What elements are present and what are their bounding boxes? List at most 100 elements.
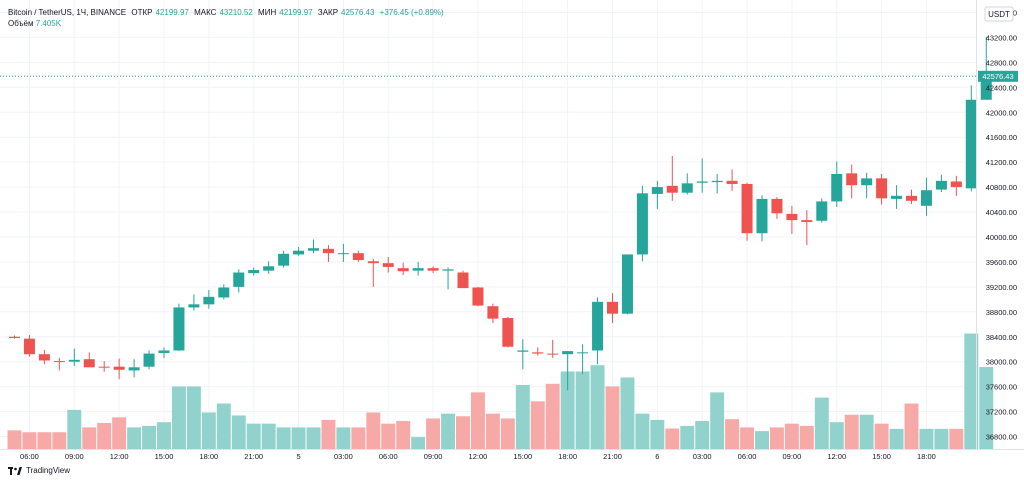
- tradingview-logo[interactable]: TradingView: [8, 466, 70, 475]
- candle-body: [412, 268, 424, 271]
- volume-bar: [620, 377, 635, 449]
- volume-bar: [201, 412, 216, 449]
- volume-bar: [37, 432, 52, 449]
- y-tick-label: 40800.00: [986, 183, 1017, 192]
- candle-body: [143, 353, 155, 367]
- volume-bar: [874, 423, 889, 449]
- candle-body: [846, 173, 858, 186]
- candle-body: [577, 352, 589, 354]
- close-value: 42576.43: [341, 8, 375, 17]
- volume-legend: Объём 7.405K: [8, 19, 61, 28]
- x-tick-label: 6: [655, 452, 659, 461]
- currency-label: USDT: [988, 10, 1010, 19]
- volume-bar: [545, 383, 560, 449]
- volume-bar: [336, 427, 351, 449]
- time-axis[interactable]: 06:00 09:00 12:00 15:00 18:00 21:00 5 03:00 06:0…: [20, 452, 936, 461]
- volume-bar: [934, 428, 949, 449]
- volume-bar: [799, 425, 814, 449]
- candle-body: [233, 272, 245, 287]
- volume-bar: [859, 414, 874, 449]
- volume-bar: [351, 427, 366, 449]
- volume-bar: [844, 414, 859, 449]
- y-tick-label: 36800.00: [986, 433, 1017, 442]
- volume-bar: [500, 418, 515, 449]
- y-tick-label: 40400.00: [986, 208, 1017, 217]
- volume-bar: [261, 423, 276, 449]
- candle-body: [83, 359, 95, 368]
- volume-bar: [470, 392, 485, 449]
- volume-bar: [829, 422, 844, 449]
- volume-bar: [52, 432, 67, 449]
- chart-grid: [0, 0, 976, 449]
- volume-bar: [82, 427, 97, 449]
- low-value: 42199.97: [279, 8, 313, 17]
- candle-body: [442, 269, 454, 271]
- volume-bar: [216, 403, 231, 449]
- volume-bar: [456, 416, 470, 449]
- candle-body: [935, 180, 947, 190]
- candle-body: [382, 263, 394, 267]
- volume-bar: [381, 423, 396, 449]
- volume-bars: [7, 333, 994, 449]
- candle-body: [397, 268, 409, 272]
- y-tick-label: 42400.00: [986, 83, 1017, 92]
- x-tick-label: 15:00: [513, 452, 532, 461]
- candle-body: [352, 253, 364, 261]
- candle-body: [367, 261, 379, 264]
- candle-body: [158, 350, 170, 353]
- volume-bar: [784, 423, 799, 449]
- volume-bar: [127, 427, 142, 449]
- x-tick-label: 03:00: [693, 452, 712, 461]
- candle-body: [9, 336, 20, 338]
- open-value: 42199.97: [155, 8, 189, 17]
- candle-body: [950, 181, 962, 188]
- candle-body: [636, 193, 648, 255]
- last-price-tag: 42576.43: [978, 70, 1018, 82]
- x-tick-label: 15:00: [872, 452, 891, 461]
- candle-body: [666, 185, 678, 193]
- candle-body: [801, 220, 813, 223]
- change-value: +376.45 (+0.89%): [379, 8, 444, 17]
- volume-bar: [680, 425, 695, 449]
- x-tick-label: 09:00: [783, 452, 802, 461]
- candle-body: [906, 195, 917, 201]
- volume-bar: [97, 422, 112, 449]
- price-axis[interactable]: 43600.0043200.0042800.0042400.0042000.00…: [986, 8, 1017, 441]
- y-tick-label: 38400.00: [986, 333, 1017, 342]
- high-label: МАКС: [194, 8, 217, 17]
- currency-badge[interactable]: USDT: [984, 6, 1014, 22]
- x-tick-label: 21:00: [603, 452, 622, 461]
- volume-bar: [321, 419, 336, 449]
- volume-bar: [186, 386, 201, 449]
- candle-body: [681, 183, 693, 193]
- y-tick-label: 41200.00: [986, 158, 1017, 167]
- x-tick-label: 06:00: [379, 452, 398, 461]
- candle-body: [23, 338, 35, 355]
- candle-body: [293, 250, 305, 255]
- candle-body: [472, 287, 484, 306]
- close-label: ЗАКР: [317, 8, 339, 17]
- volume-bar: [889, 428, 904, 449]
- x-tick-label: 18:00: [917, 452, 936, 461]
- volume-bar: [949, 428, 964, 449]
- x-tick-label: 21:00: [244, 452, 263, 461]
- candle-body: [98, 366, 110, 368]
- symbol-title[interactable]: Bitcoin / TetherUS, 1Ч, BINANCE: [8, 8, 127, 17]
- x-tick-label: 18:00: [558, 452, 577, 461]
- y-tick-label: 37200.00: [986, 408, 1017, 417]
- candle-body: [487, 306, 499, 319]
- y-tick-label: 40000.00: [986, 233, 1017, 242]
- candle-body: [38, 354, 50, 361]
- x-tick-label: 03:00: [334, 452, 353, 461]
- candle-body: [980, 76, 992, 100]
- tradingview-label: TradingView: [26, 466, 71, 475]
- candle-body: [876, 178, 888, 199]
- volume-bar: [231, 415, 246, 449]
- last-price-label: 42576.43: [982, 72, 1013, 81]
- candle-body: [756, 198, 768, 234]
- candle-body: [502, 318, 514, 347]
- candle-body: [831, 173, 843, 202]
- volume-bar: [740, 427, 755, 449]
- x-tick-label: 09:00: [65, 452, 84, 461]
